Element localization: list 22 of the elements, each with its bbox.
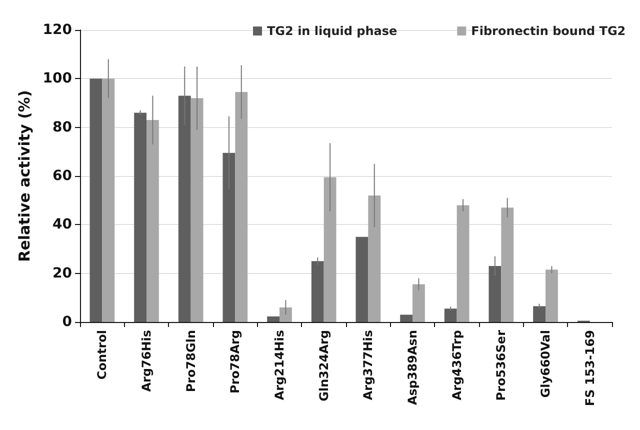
x-tick-label: Asp389Asn — [406, 330, 420, 406]
y-tick-label: 60 — [52, 168, 72, 184]
x-tick-label: Pro536Ser — [494, 330, 508, 401]
y-tick-label: 20 — [52, 265, 72, 282]
legend-label: TG2 in liquid phase — [267, 24, 398, 38]
x-tick-label: Gly660Val — [538, 330, 552, 398]
y-tick-label: 100 — [42, 70, 72, 87]
y-axis-title: Relative activity (%) — [15, 90, 34, 262]
y-tick-label: 0 — [62, 314, 72, 330]
x-tick-label: Gln324Arg — [316, 330, 331, 402]
y-tick-label: 40 — [52, 216, 72, 233]
x-tick-label: Pro78Gln — [184, 330, 198, 392]
x-tick-label: Pro78Arg — [228, 330, 242, 394]
x-tick-label: Arg76His — [140, 330, 154, 392]
x-tick-label: Control — [95, 330, 110, 380]
x-tick-label: FS 153-169 — [582, 330, 597, 406]
x-tick-label: Arg436Trp — [450, 330, 464, 400]
x-tick-label: Arg214His — [272, 330, 286, 400]
x-tick-label: Arg377His — [361, 330, 376, 400]
y-tick-label: 120 — [42, 22, 72, 38]
y-tick-label: 80 — [52, 119, 72, 136]
legend-label: Fibronectin bound TG2 — [471, 24, 626, 38]
